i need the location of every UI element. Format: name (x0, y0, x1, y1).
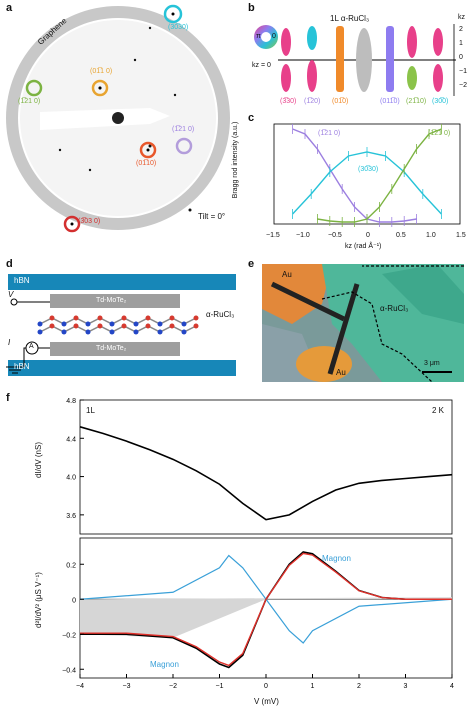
c-xtick-0: −1.5 (266, 232, 280, 239)
spot-label-3030-top: (30̅30) (168, 24, 189, 31)
f-xtick-label: 4 (450, 683, 454, 690)
device-schematic (6, 274, 236, 376)
f-xtick-label: −4 (76, 683, 84, 690)
ammeter-icon: A (29, 343, 34, 350)
f-top-series-line (79, 426, 453, 521)
rod-label-7: (30̅0) (432, 98, 449, 105)
spot-marker-0110-bottom (139, 141, 157, 159)
f-xtick-label: 3 (404, 683, 408, 690)
f-xtick-label: −3 (123, 683, 131, 690)
bragg-rod-schematic (278, 24, 456, 96)
hbn-bottom-label: hBN (14, 362, 30, 371)
magnon-label-top: Magnon (322, 554, 351, 563)
hbn-top-label: hBN (14, 276, 30, 285)
c-series-label-3: (1̅21 0) (428, 130, 451, 137)
f-top-frame (79, 399, 453, 535)
bragg-intensity-chart (273, 123, 461, 227)
color-wheel-icon (254, 25, 278, 49)
wheel-zero-label: 0 (272, 33, 276, 40)
c-xtick-5: 1.0 (426, 232, 436, 239)
au-bottom-label: Au (336, 368, 346, 377)
spot-label-1210-right: (1̅21 0) (172, 126, 195, 133)
rucl-label-e: α-RuCl₃ (380, 304, 409, 313)
rod-axis-label: kz (458, 14, 465, 21)
temperature-label: 2 K (432, 406, 445, 415)
c-xtick-4: 0.5 (396, 232, 406, 239)
c-series-label-2: (30̅30) (358, 166, 379, 173)
f-top-ytick-label: 3.6 (66, 513, 76, 520)
spot-marker-1210-right (175, 137, 193, 155)
f-xtick-label: 1 (311, 683, 315, 690)
c-xtick-2: −0.5 (328, 232, 342, 239)
diffraction-pattern (6, 6, 230, 230)
f-bottom-ytick-label: −0.2 (62, 632, 76, 639)
magnon-label-bottom: Magnon (150, 660, 179, 669)
mote-bottom-label: Td-MoTe₂ (96, 345, 127, 352)
rod-label-1: (3̅30) (280, 98, 297, 105)
panel-label-b: b (248, 2, 255, 14)
spot-label-1210-left: (1̅21 0) (18, 98, 41, 105)
mote-top-label: Td-MoTe₂ (96, 297, 127, 304)
f-top-ytick-label: 4.4 (66, 436, 76, 443)
panel-label-e: e (248, 258, 255, 270)
c-frame (273, 123, 461, 225)
spot-label-0110-bottom: (01̅10) (136, 160, 157, 167)
f-xtick-label: −1 (216, 683, 224, 690)
rod-tick-m1: −1 (459, 68, 467, 75)
f-bottom-ytick-label: −0.4 (62, 667, 76, 674)
f-shaded-area (80, 597, 452, 638)
panel-label-d: d (6, 258, 13, 270)
rod-label-2: (1̅20) (304, 98, 321, 105)
spot-marker-3030-bottom (63, 215, 81, 233)
c-series-line-2 (292, 151, 442, 215)
f-xlabel: V (mV) (254, 697, 279, 706)
spot-marker-0110-top (91, 79, 109, 97)
panel-c-ylabel: Bragg rod intensity (a.u.) (232, 121, 239, 199)
spot-label-0110-top: (01̅1 0) (90, 68, 113, 75)
spot-marker-1210-left (25, 79, 43, 97)
f-top-ytick-label: 4.0 (66, 475, 76, 482)
wheel-pi-label: π (256, 33, 261, 40)
voltage-label: V (8, 290, 14, 299)
panel-label-f: f (6, 392, 10, 404)
c-xtick-1: −1.0 (296, 232, 310, 239)
current-label: I (8, 338, 11, 347)
f-xtick-label: 2 (357, 683, 361, 690)
f-bottom-ytick-label: 0 (72, 597, 76, 604)
f-xtick-label: −2 (169, 683, 177, 690)
rod-tick-1: 1 (459, 40, 463, 47)
f-xtick-label: 0 (264, 683, 268, 690)
f-top-ylabel: dI/dV (nS) (34, 442, 43, 479)
panel-c-xlabel: kz (rad Å⁻¹) (345, 243, 382, 250)
c-xtick-6: 1.5 (456, 232, 466, 239)
panel-b-title: 1L α-RuCl₃ (330, 14, 370, 23)
kz-zero-label: kz = 0 (252, 62, 271, 69)
f-bottom-ylabel: d²I/dV² (μS V⁻¹) (34, 572, 43, 628)
au-top-label: Au (282, 270, 292, 279)
spot-label-3030-bottom: (3̅03 0) (78, 218, 101, 225)
layer-label: 1L (86, 406, 95, 415)
panel-label-c: c (248, 112, 255, 124)
rod-tick-m2: −2 (459, 82, 467, 89)
panel-label-a: a (6, 2, 13, 14)
rod-label-5: (011̅0) (380, 98, 400, 105)
optical-micrograph (262, 264, 464, 383)
rucl-label-d: α-RuCl₃ (206, 310, 235, 319)
rod-label-6: (21̅10) (406, 98, 427, 105)
scale-bar-label: 3 μm (424, 360, 440, 367)
spot-marker-3030-top (163, 4, 183, 24)
c-xtick-3: 0 (366, 232, 370, 239)
f-top-ytick-label: 4.8 (66, 398, 76, 405)
f-bottom-fit-line (80, 552, 452, 667)
rod-tick-2: 2 (459, 26, 463, 33)
rod-tick-0: 0 (459, 54, 463, 61)
rod-label-3: (01̅0) (332, 98, 349, 105)
tilt-label: Tilt = 0° (198, 212, 226, 221)
tunneling-spectrum-chart: 4.8 4.4 4.0 3.6 0.2 0 −0.2 −0.4 −4 −3 −2 −1 0 1 2 3 4 (62, 398, 454, 690)
f-bottom-ytick-label: 0.2 (66, 562, 76, 569)
c-series-label-1: (1̅21 0) (318, 130, 341, 137)
